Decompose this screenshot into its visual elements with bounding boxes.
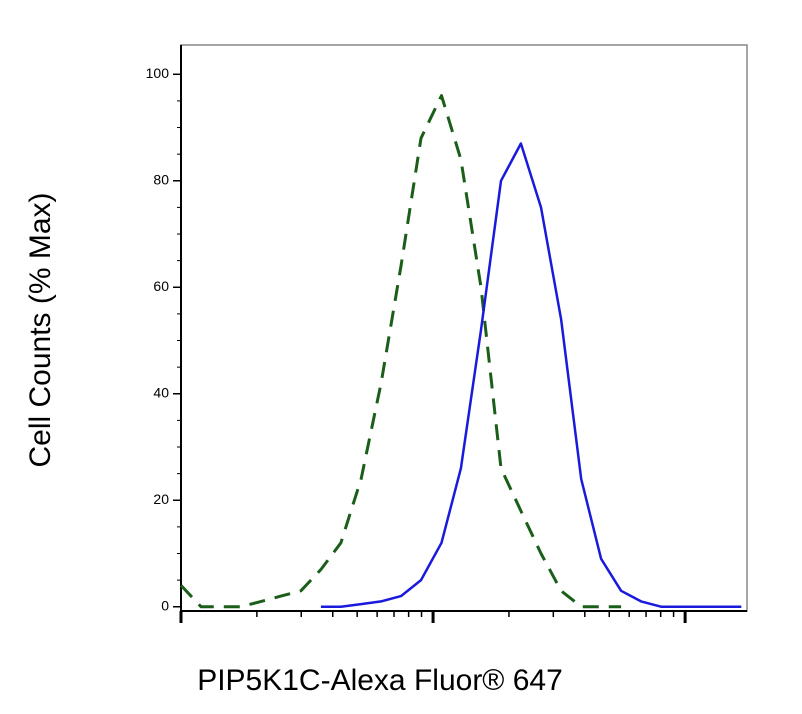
series-line <box>320 142 742 608</box>
y-tick-label: 20 <box>153 491 169 507</box>
series-line <box>179 94 622 609</box>
y-tick-label: 80 <box>153 171 169 187</box>
y-tick-label: 40 <box>153 384 169 400</box>
plot-frame <box>180 44 748 612</box>
y-tick-label: 0 <box>161 597 169 613</box>
x-axis-label: PIP5K1C-Alexa Fluor® 647 <box>197 664 563 697</box>
y-axis-label: Cell Counts (% Max) <box>24 192 57 467</box>
y-tick-label: 100 <box>146 65 170 81</box>
y-tick-label: 60 <box>153 278 169 294</box>
